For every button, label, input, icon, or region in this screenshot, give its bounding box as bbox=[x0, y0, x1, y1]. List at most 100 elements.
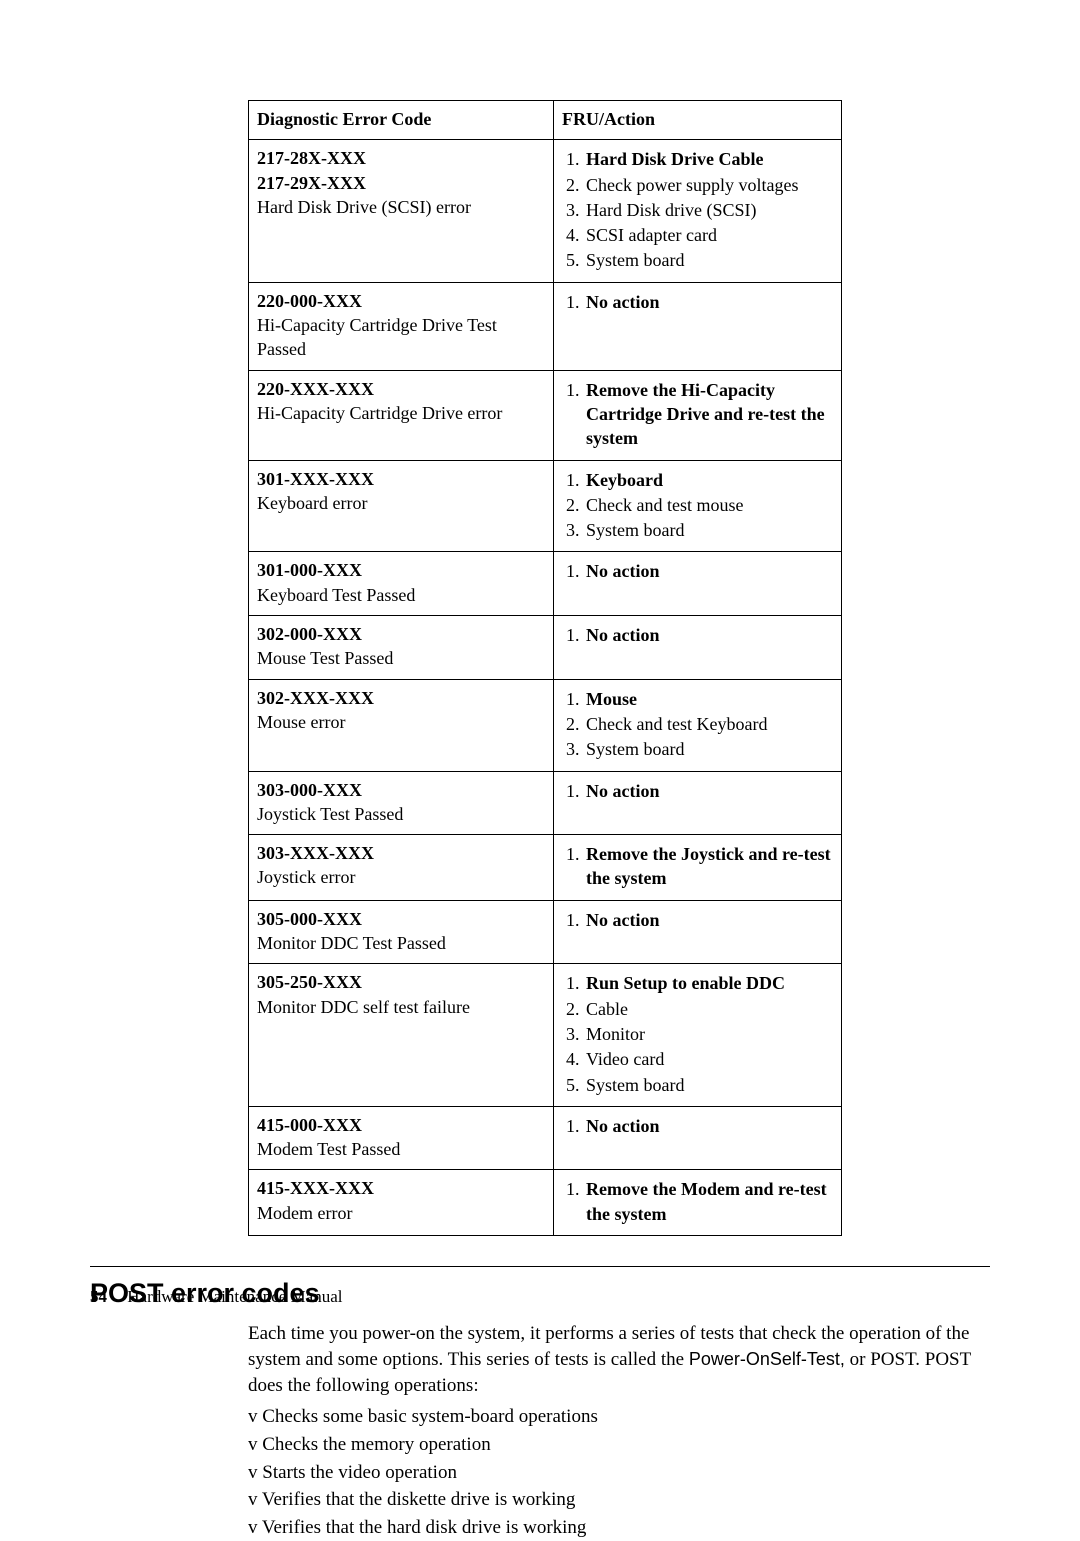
error-code: 415-000-XXX bbox=[257, 1113, 545, 1137]
action-list: No action bbox=[562, 779, 833, 803]
action-item: No action bbox=[584, 623, 833, 647]
list-item: Verifies that the diskette drive is work… bbox=[248, 1487, 990, 1513]
list-item: Checks some basic system-board operation… bbox=[248, 1404, 990, 1430]
error-code: 220-000-XXX bbox=[257, 289, 545, 313]
action-item: Run Setup to enable DDC bbox=[584, 971, 833, 995]
table-row: 415-000-XXXModem Test Passed No action bbox=[249, 1106, 842, 1170]
action-item: Hard Disk drive (SCSI) bbox=[584, 198, 833, 222]
table-row: 303-000-XXXJoystick Test Passed No action bbox=[249, 771, 842, 835]
error-code-cell: 217-28X-XXX217-29X-XXXHard Disk Drive (S… bbox=[249, 140, 554, 282]
error-desc: Hi-Capacity Cartridge Drive error bbox=[257, 401, 545, 425]
action-list: No action bbox=[562, 290, 833, 314]
action-cell: Hard Disk Drive CableCheck power supply … bbox=[554, 140, 842, 282]
error-code-cell: 220-000-XXXHi-Capacity Cartridge Drive T… bbox=[249, 282, 554, 370]
error-code-cell: 305-000-XXXMonitor DDC Test Passed bbox=[249, 900, 554, 964]
action-item: No action bbox=[584, 1114, 833, 1138]
diagnostic-error-table: Diagnostic Error Code FRU/Action 217-28X… bbox=[248, 100, 842, 1236]
error-code: 220-XXX-XXX bbox=[257, 377, 545, 401]
error-code-cell: 301-XXX-XXXKeyboard error bbox=[249, 460, 554, 552]
error-desc: Mouse Test Passed bbox=[257, 646, 545, 670]
action-list: KeyboardCheck and test mouseSystem board bbox=[562, 468, 833, 543]
action-item: No action bbox=[584, 908, 833, 932]
list-item: Checks the memory operation bbox=[248, 1432, 990, 1458]
post-term: Power-OnSelf-Test, bbox=[689, 1349, 845, 1369]
error-code: 303-XXX-XXX bbox=[257, 841, 545, 865]
action-list: Remove the Modem and re-test the system bbox=[562, 1177, 833, 1226]
error-code: 302-000-XXX bbox=[257, 622, 545, 646]
table-row: 301-000-XXXKeyboard Test Passed No action bbox=[249, 552, 842, 616]
action-item: SCSI adapter card bbox=[584, 223, 833, 247]
action-cell: No action bbox=[554, 771, 842, 835]
action-item: Monitor bbox=[584, 1022, 833, 1046]
table-row: 305-000-XXXMonitor DDC Test Passed No act… bbox=[249, 900, 842, 964]
action-cell: No action bbox=[554, 616, 842, 680]
error-code: 301-000-XXX bbox=[257, 558, 545, 582]
error-desc: Mouse error bbox=[257, 710, 545, 734]
action-list: Remove the Joystick and re-test the syst… bbox=[562, 842, 833, 891]
error-desc: Keyboard error bbox=[257, 491, 545, 515]
error-code: 305-000-XXX bbox=[257, 907, 545, 931]
action-list: No action bbox=[562, 1114, 833, 1138]
action-item: No action bbox=[584, 559, 833, 583]
action-item: Cable bbox=[584, 997, 833, 1021]
action-cell: No action bbox=[554, 552, 842, 616]
list-item: Starts the video operation bbox=[248, 1460, 990, 1486]
action-item: No action bbox=[584, 290, 833, 314]
error-desc: Keyboard Test Passed bbox=[257, 583, 545, 607]
action-list: No action bbox=[562, 908, 833, 932]
action-cell: No action bbox=[554, 282, 842, 370]
action-cell: Remove the Hi-Capacity Cartridge Drive a… bbox=[554, 370, 842, 460]
section-body: Each time you power-on the system, it pe… bbox=[248, 1321, 990, 1540]
page-number: 54 bbox=[90, 1287, 107, 1306]
action-list: Run Setup to enable DDCCableMonitorVideo… bbox=[562, 971, 833, 1096]
table-row: 302-000-XXXMouse Test Passed No action bbox=[249, 616, 842, 680]
action-item: Keyboard bbox=[584, 468, 833, 492]
action-item: Check and test mouse bbox=[584, 493, 833, 517]
error-code-cell: 301-000-XXXKeyboard Test Passed bbox=[249, 552, 554, 616]
action-cell: MouseCheck and test KeyboardSystem board bbox=[554, 679, 842, 771]
section-paragraph: Each time you power-on the system, it pe… bbox=[248, 1321, 990, 1398]
footer-title: Hardware Maintenance Manual bbox=[127, 1287, 342, 1306]
action-item: Remove the Joystick and re-test the syst… bbox=[584, 842, 833, 891]
action-item: Mouse bbox=[584, 687, 833, 711]
action-item: Remove the Hi-Capacity Cartridge Drive a… bbox=[584, 378, 833, 451]
table-row: 303-XXX-XXXJoystick error Remove the Joys… bbox=[249, 835, 842, 901]
action-cell: No action bbox=[554, 1106, 842, 1170]
error-code-cell: 302-000-XXXMouse Test Passed bbox=[249, 616, 554, 680]
error-code-cell: 220-XXX-XXXHi-Capacity Cartridge Drive e… bbox=[249, 370, 554, 460]
table-row: 301-XXX-XXXKeyboard errorKeyboardCheck a… bbox=[249, 460, 842, 552]
error-desc: Modem error bbox=[257, 1201, 545, 1225]
error-code: 415-XXX-XXX bbox=[257, 1176, 545, 1200]
page-footer: 54 Hardware Maintenance Manual bbox=[90, 1286, 342, 1309]
error-code: 305-250-XXX bbox=[257, 970, 545, 994]
action-list: No action bbox=[562, 559, 833, 583]
error-code: 217-28X-XXX bbox=[257, 146, 545, 170]
action-item: Check power supply voltages bbox=[584, 173, 833, 197]
table-row: 220-XXX-XXXHi-Capacity Cartridge Drive e… bbox=[249, 370, 842, 460]
error-desc: Hard Disk Drive (SCSI) error bbox=[257, 195, 545, 219]
table-header-action: FRU/Action bbox=[554, 101, 842, 140]
action-cell: Remove the Modem and re-test the system bbox=[554, 1170, 842, 1236]
action-item: System board bbox=[584, 248, 833, 272]
action-cell: Remove the Joystick and re-test the syst… bbox=[554, 835, 842, 901]
action-item: System board bbox=[584, 1073, 833, 1097]
table-row: 415-XXX-XXXModem error Remove the Modem a… bbox=[249, 1170, 842, 1236]
action-item: System board bbox=[584, 518, 833, 542]
action-item: No action bbox=[584, 779, 833, 803]
error-code: 217-29X-XXX bbox=[257, 171, 545, 195]
table-row: 217-28X-XXX217-29X-XXXHard Disk Drive (S… bbox=[249, 140, 842, 282]
error-desc: Modem Test Passed bbox=[257, 1137, 545, 1161]
section-rule bbox=[90, 1266, 990, 1267]
error-code-cell: 303-000-XXXJoystick Test Passed bbox=[249, 771, 554, 835]
action-item: System board bbox=[584, 737, 833, 761]
action-item: Check and test Keyboard bbox=[584, 712, 833, 736]
error-desc: Joystick Test Passed bbox=[257, 802, 545, 826]
action-cell: KeyboardCheck and test mouseSystem board bbox=[554, 460, 842, 552]
error-code: 303-000-XXX bbox=[257, 778, 545, 802]
error-desc: Monitor DDC self test failure bbox=[257, 995, 545, 1019]
action-list: MouseCheck and test KeyboardSystem board bbox=[562, 687, 833, 762]
error-desc: Joystick error bbox=[257, 865, 545, 889]
table-row: 302-XXX-XXXMouse errorMouseCheck and tes… bbox=[249, 679, 842, 771]
action-cell: No action bbox=[554, 900, 842, 964]
error-code-cell: 303-XXX-XXXJoystick error bbox=[249, 835, 554, 901]
